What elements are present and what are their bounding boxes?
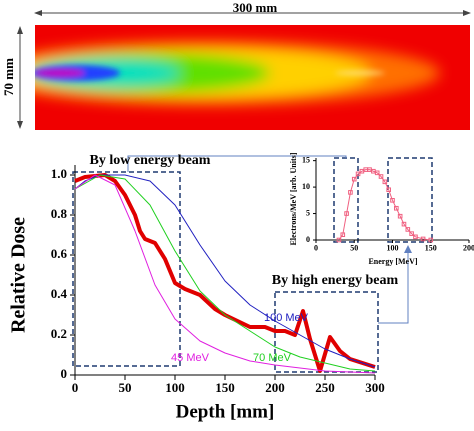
connector: [378, 245, 412, 324]
marker: [340, 232, 346, 238]
y-tick-label: 0: [61, 366, 68, 381]
series-line: [74, 174, 376, 372]
x-tick-label: 200: [265, 380, 285, 395]
x-tick-label: 50: [350, 243, 358, 252]
marker: [428, 237, 434, 243]
series-line: [74, 174, 376, 368]
curve-label: 70 MeV: [253, 352, 292, 364]
x-axis-label: Depth [mm]: [176, 401, 275, 422]
width-label: 300 mm: [233, 0, 278, 15]
y-tick-label: 0.8: [51, 206, 68, 221]
x-tick-label: 100: [387, 243, 399, 252]
marker: [355, 171, 361, 177]
x-tick-label: 150: [425, 243, 437, 252]
marker: [394, 205, 399, 211]
marker: [390, 198, 395, 203]
marker: [386, 187, 391, 193]
marker: [405, 227, 411, 232]
marker: [374, 170, 380, 176]
annotation: By low energy beam: [90, 153, 211, 168]
y-tick-label: 0.6: [51, 246, 68, 261]
x-tick-label: 300: [365, 380, 385, 395]
y-tick-label: 1.0: [51, 166, 67, 181]
y-tick-label: 5: [306, 208, 310, 217]
y-axis-label: Relative Dose: [8, 217, 30, 333]
marker: [336, 237, 342, 243]
marker: [348, 190, 353, 195]
annotation: By high energy beam: [272, 273, 399, 288]
dose-map: [35, 25, 470, 130]
marker: [351, 176, 357, 182]
marker: [344, 211, 349, 216]
x-tick-label: 150: [215, 380, 235, 395]
marker: [413, 234, 418, 240]
x-tick-label: 50: [119, 380, 132, 395]
marker: [401, 221, 407, 227]
curve-label: 100 MeV: [264, 312, 309, 324]
marker: [397, 213, 403, 219]
y-tick-label: 0: [306, 235, 310, 244]
y-tick-label: 15: [302, 155, 310, 164]
x-tick-label: 100: [165, 380, 185, 395]
x-tick-label: 200: [463, 243, 474, 252]
x-tick-label: 0: [72, 380, 79, 395]
y-tick-label: 10: [302, 182, 310, 191]
x-tick-label: 0: [314, 243, 318, 252]
curve-label: 45 MeV: [171, 352, 210, 364]
marker: [420, 236, 426, 242]
x-axis-label: Energy [MeV]: [368, 257, 417, 266]
marker: [378, 174, 384, 179]
y-tick-label: 0.2: [51, 326, 67, 341]
height-label: 70 mm: [1, 58, 16, 96]
connector: [127, 155, 347, 172]
marker: [409, 231, 414, 236]
x-tick-label: 250: [315, 380, 335, 395]
y-tick-label: 0.4: [51, 286, 68, 301]
series-line: [74, 174, 376, 374]
y-axis-label: Electrons/MeV [arb. Units]: [289, 152, 298, 245]
series-line: [74, 173, 376, 373]
marker: [382, 179, 388, 185]
